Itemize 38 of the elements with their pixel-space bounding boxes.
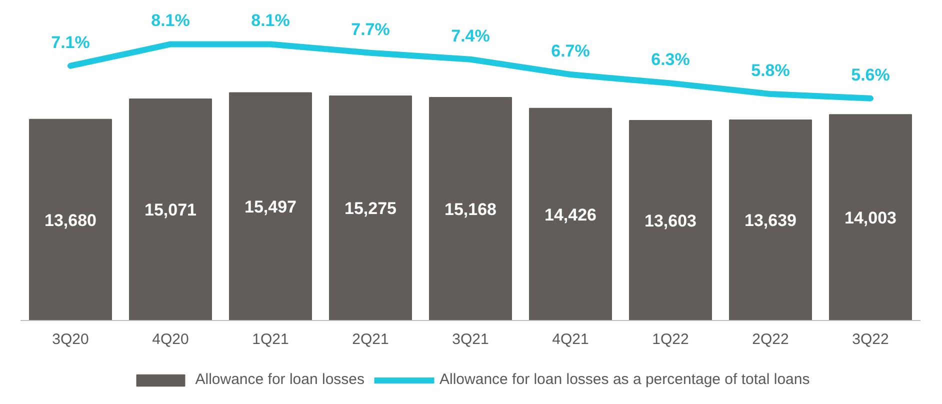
- data-label: 7.7%: [351, 20, 390, 39]
- bar: [729, 119, 812, 321]
- data-label: 15,497: [244, 197, 296, 216]
- bar: [329, 95, 412, 321]
- data-label: 13,639: [744, 211, 796, 230]
- data-label: 7.1%: [51, 32, 90, 52]
- bar: [129, 98, 212, 321]
- data-label: 14,426: [544, 205, 596, 224]
- data-label: 6.7%: [551, 42, 590, 61]
- data-label: 5.8%: [751, 61, 790, 80]
- bar: [529, 108, 612, 321]
- x-tick-label: 2Q22: [752, 331, 789, 348]
- x-tick-label: 4Q21: [552, 331, 589, 348]
- bar: [629, 120, 712, 321]
- x-tick-label: 2Q21: [352, 331, 389, 348]
- x-tick-label: 3Q22: [852, 331, 889, 348]
- data-label: 8.1%: [151, 11, 190, 30]
- x-tick-label: 3Q20: [52, 331, 89, 348]
- data-label: 15,275: [344, 199, 396, 218]
- x-tick-label: 4Q20: [152, 331, 189, 348]
- data-label: 8.1%: [251, 11, 290, 30]
- bar: [29, 118, 112, 321]
- data-label: 7.4%: [451, 26, 490, 46]
- data-label: 13,603: [644, 211, 696, 230]
- legend-label: Allowance for loan losses: [195, 371, 365, 388]
- data-label: 15,071: [144, 200, 196, 220]
- data-label: 14,003: [844, 208, 896, 228]
- data-label: 6.3%: [651, 50, 690, 70]
- data-label: 15,168: [444, 200, 496, 219]
- data-label: 5.6%: [851, 65, 890, 84]
- x-tick-label: 1Q22: [652, 331, 689, 348]
- data-label: 13,680: [44, 210, 96, 230]
- x-tick-label: 3Q21: [452, 331, 489, 348]
- legend-label: Allowance for loan losses as a percentage of total loans: [440, 371, 810, 388]
- x-tick-label: 1Q21: [252, 331, 289, 348]
- bar: [429, 97, 512, 321]
- bar: [829, 114, 912, 321]
- bar: [229, 92, 312, 321]
